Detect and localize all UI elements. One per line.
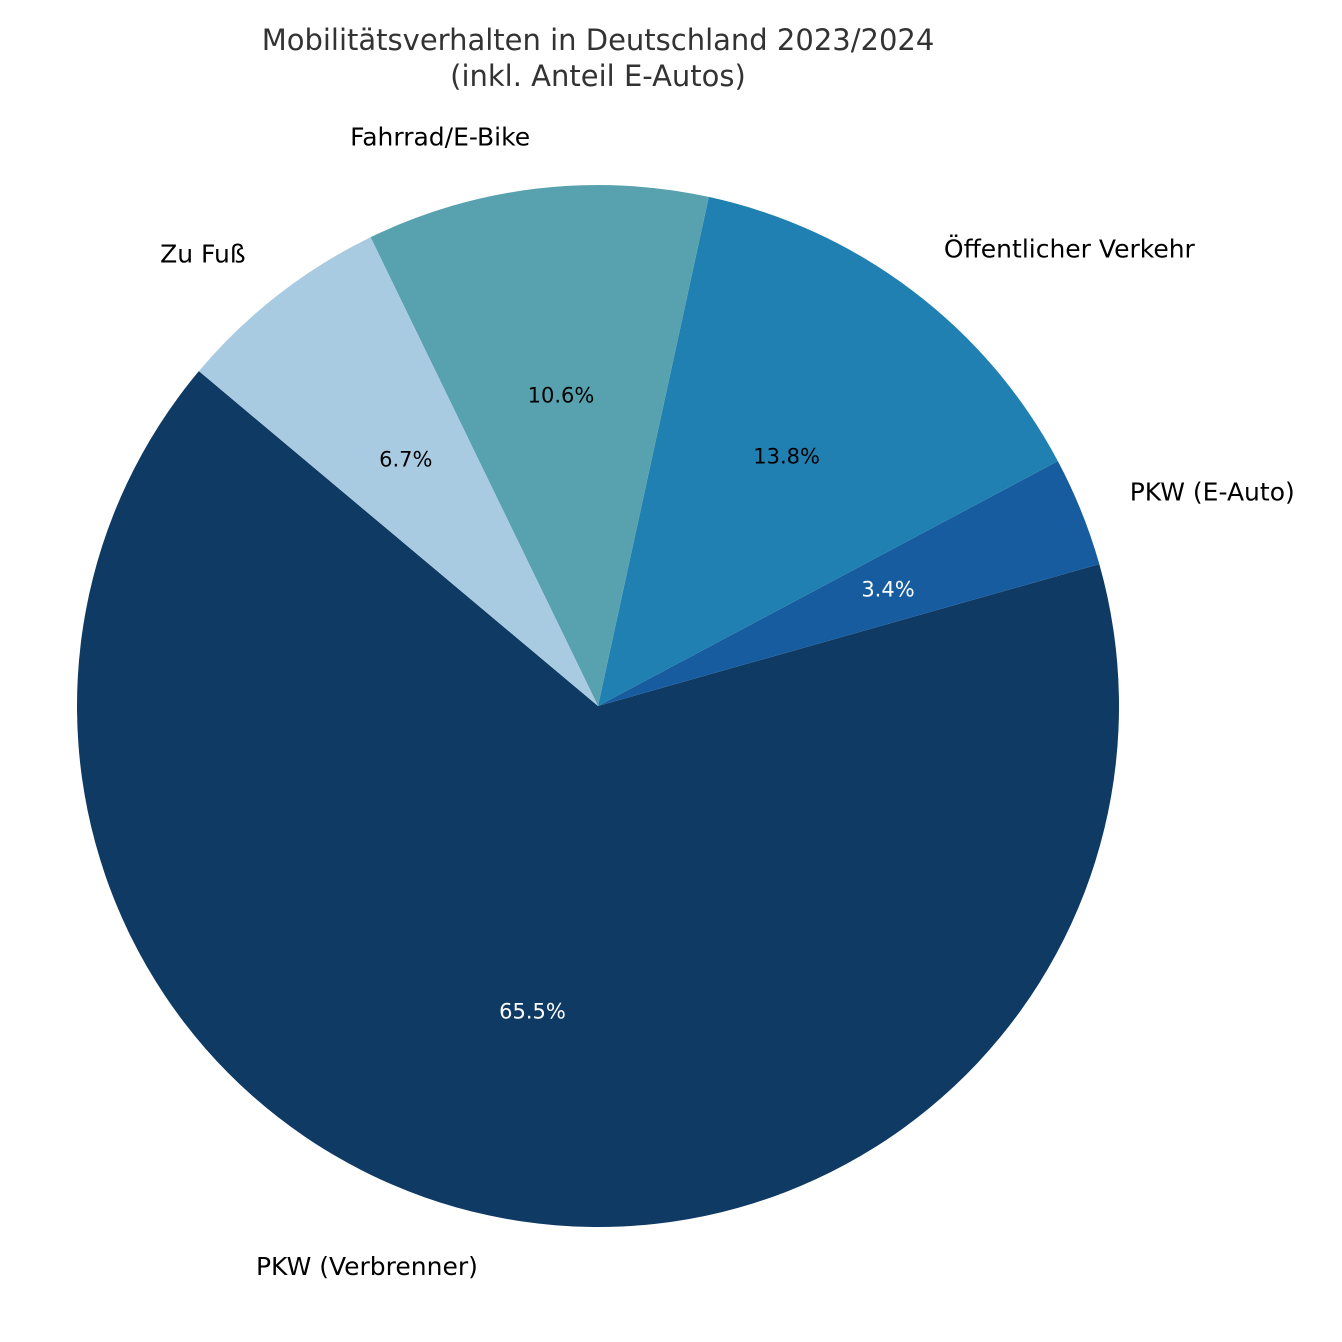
pie-slice-3 bbox=[370, 184, 709, 706]
pie-percent-label-3: 10.6% bbox=[528, 384, 595, 408]
chart-title: Mobilitätsverhalten in Deutschland 2023/… bbox=[262, 23, 935, 93]
pie-percent-label-2: 13.8% bbox=[753, 445, 820, 469]
pie-slice-2 bbox=[598, 196, 1058, 707]
pie-slice-labels: PKW (Verbrenner) PKW (E-Auto) Öffentlicher… bbox=[160, 122, 1295, 1281]
pie-slice-label-1: PKW (E-Auto) bbox=[1130, 478, 1295, 507]
chart-title-line-2: (inkl. Anteil E-Autos) bbox=[450, 59, 746, 93]
pie-slice-0 bbox=[77, 371, 1120, 1227]
pie-slice-1 bbox=[598, 461, 1100, 706]
pie-percent-labels: 65.5% 3.4% 13.8% 10.6% 6.7% bbox=[379, 384, 915, 1024]
pie-percent-label-4: 6.7% bbox=[379, 448, 432, 472]
pie-slice-label-0: PKW (Verbrenner) bbox=[256, 1252, 478, 1281]
chart-title-line-1: Mobilitätsverhalten in Deutschland 2023/… bbox=[262, 23, 935, 57]
pie-percent-label-1: 3.4% bbox=[861, 577, 914, 601]
pie-slice-label-4: Zu Fuß bbox=[160, 240, 246, 269]
pie-slices bbox=[77, 184, 1120, 1227]
pie-percent-label-0: 65.5% bbox=[499, 1000, 566, 1024]
pie-slice-label-3: Fahrrad/E-Bike bbox=[350, 122, 530, 151]
pie-slice-label-2: Öffentlicher Verkehr bbox=[944, 235, 1196, 264]
pie-slice-4 bbox=[198, 237, 598, 706]
